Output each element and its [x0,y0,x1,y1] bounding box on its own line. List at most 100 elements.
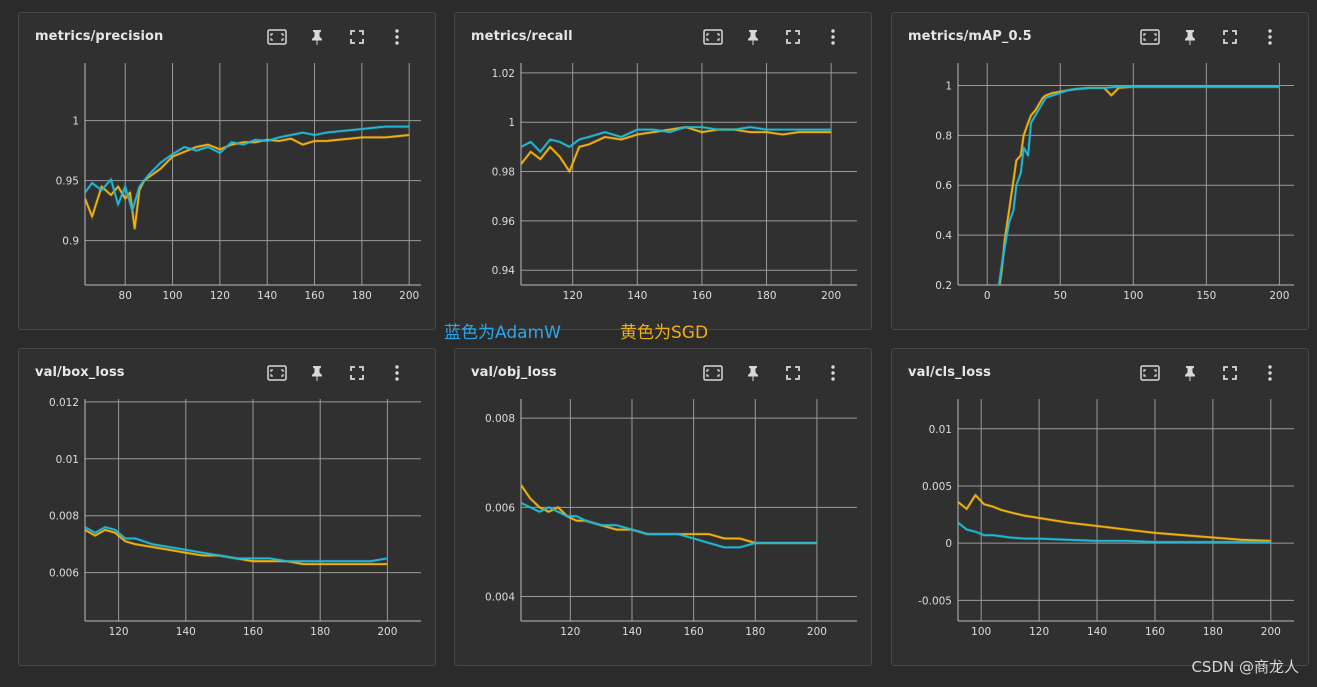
y-tick-label: 0.94 [492,265,516,277]
y-tick-label: 0.6 [935,180,952,192]
pin-icon[interactable] [297,363,337,383]
grid [521,399,857,621]
series-line-adamw [997,85,1280,285]
x-tick-label: 80 [119,290,132,302]
x-tick-label: 140 [1087,626,1107,638]
grid [85,63,421,285]
y-tick-label: 1 [508,117,515,129]
fullscreen-icon[interactable] [1210,363,1250,383]
y-tick-label: 0.01 [929,424,952,436]
x-tick-label: 200 [399,290,419,302]
series-line-shadow-adamw [85,125,410,216]
grid [958,399,1294,621]
x-tick-label: 140 [622,626,642,638]
more-vert-icon[interactable] [1250,27,1290,47]
y-tick-label: 0.006 [49,568,79,580]
y-tick-label: 0.005 [922,481,952,493]
fit-domain-icon[interactable] [693,363,733,383]
more-vert-icon[interactable] [377,363,417,383]
y-tick-label: 1 [72,116,79,128]
y-tick-label: 0.008 [49,511,79,523]
chart-title: metrics/recall [471,29,573,44]
fullscreen-icon[interactable] [1210,27,1250,47]
series-line-adamw [521,126,832,153]
pin-icon[interactable] [1170,27,1210,47]
fullscreen-icon[interactable] [773,363,813,383]
y-tick-label: 0.01 [56,454,79,466]
y-tick-label: 0.4 [935,230,952,242]
x-tick-label: 120 [560,626,580,638]
y-tick-label: 0.98 [492,167,515,179]
card-toolbar [1130,27,1290,47]
chart-title: val/cls_loss [908,365,991,380]
fullscreen-icon[interactable] [773,27,813,47]
x-tick-label: 50 [1054,290,1067,302]
grid [85,399,421,621]
line-chart: 120 140 160 180 200 0.006 0.008 0.01 0.012 [49,397,421,638]
series-line-sgd [521,126,832,173]
x-tick-label: 180 [745,626,765,638]
x-tick-label: 120 [109,626,129,638]
series-line-shadow-adamw [521,501,817,549]
fit-domain-icon[interactable] [693,27,733,47]
fit-domain-icon[interactable] [1130,27,1170,47]
chart-card-recall: metrics/recall 120 140 160 180 200 0.94 0.96 0.… [454,12,872,330]
fit-domain-icon[interactable] [257,363,297,383]
fit-domain-icon[interactable] [257,27,297,47]
series-line-sgd [85,134,410,230]
x-tick-label: 100 [1123,290,1143,302]
y-tick-label: 0.2 [935,280,952,292]
y-tick-label: 0.012 [49,397,79,409]
fullscreen-icon[interactable] [337,363,377,383]
series-line-sgd [998,85,1280,285]
y-tick-label: 0.9 [62,236,79,248]
line-chart: 120 140 160 180 200 0.004 0.006 0.008 [485,399,857,638]
line-chart: 80 100 120 140 160 180 200 0.9 0.95 1 [56,63,421,302]
card-toolbar [693,363,853,383]
x-tick-label: 200 [377,626,397,638]
series-line-adamw [521,502,817,549]
series-line-shadow-sgd [958,492,1271,543]
grid [958,63,1294,286]
x-tick-label: 160 [1145,626,1165,638]
card-toolbar [257,363,417,383]
series-line-adamw [85,526,388,563]
x-tick-label: 120 [563,290,583,302]
x-tick-label: 160 [243,626,263,638]
x-tick-label: 160 [304,290,324,302]
x-tick-label: 140 [257,290,277,302]
grid [521,63,857,285]
x-tick-label: 160 [692,290,712,302]
x-tick-label: 180 [1203,626,1223,638]
pin-icon[interactable] [733,27,773,47]
pin-icon[interactable] [733,363,773,383]
y-tick-label: 0.004 [485,591,515,603]
y-tick-label: 0 [945,538,952,550]
card-toolbar [1130,363,1290,383]
fullscreen-icon[interactable] [337,27,377,47]
chart-card-cls-loss: val/cls_loss 100 120 140 160 180 200 -0.005 0 0.… [891,348,1309,666]
more-vert-icon[interactable] [377,27,417,47]
chart-title: metrics/precision [35,29,164,44]
annotation-adamw: 蓝色为AdamW [444,323,561,343]
x-tick-label: 200 [821,290,841,302]
fit-domain-icon[interactable] [1130,363,1170,383]
card-toolbar [257,27,417,47]
more-vert-icon[interactable] [1250,363,1290,383]
card-toolbar [693,27,853,47]
x-tick-label: 200 [1261,626,1281,638]
x-tick-label: 180 [352,290,372,302]
x-tick-label: 100 [163,290,183,302]
pin-icon[interactable] [297,27,337,47]
x-tick-label: 120 [1029,626,1049,638]
more-vert-icon[interactable] [813,27,853,47]
watermark: CSDN @商龙人 [1191,658,1299,676]
series-line-sgd [958,494,1271,542]
pin-icon[interactable] [1170,363,1210,383]
x-tick-label: 200 [807,626,827,638]
x-tick-label: 100 [971,626,991,638]
chart-card-map05: metrics/mAP_0.5 0 50 100 150 200 0.2 0.4 0.6 0.8… [891,12,1309,330]
more-vert-icon[interactable] [813,363,853,383]
series-line-adamw [85,125,410,212]
chart-card-precision: metrics/precision 80 100 120 140 160 180 200 0.… [18,12,436,330]
